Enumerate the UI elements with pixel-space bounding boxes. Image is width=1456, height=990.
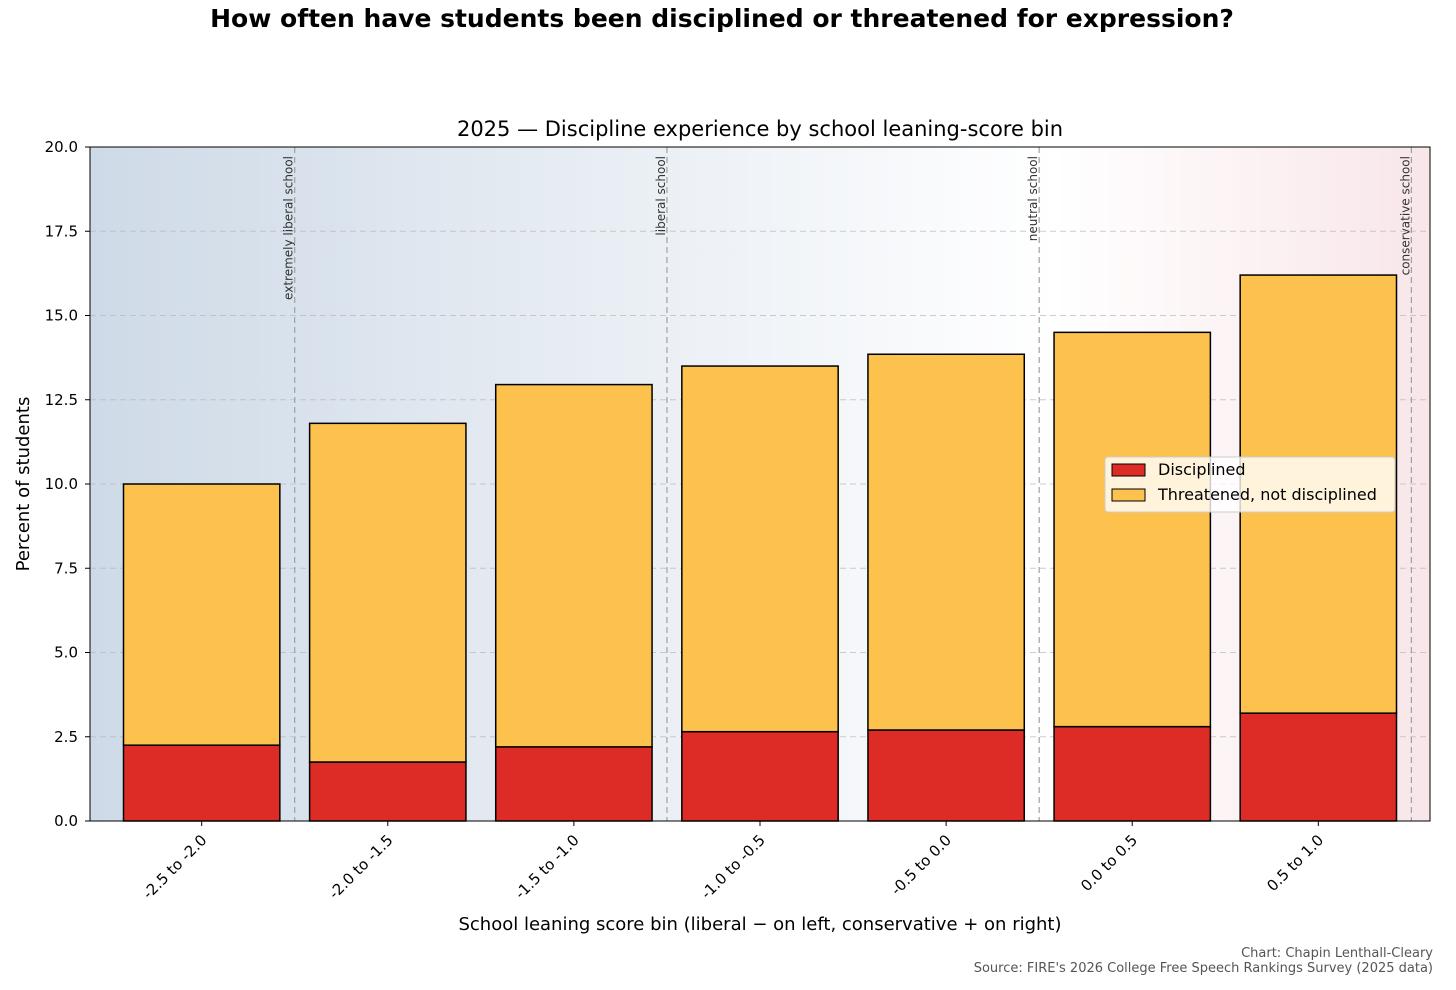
bar-disciplined xyxy=(867,729,1026,822)
bar-disciplined xyxy=(1053,725,1212,822)
x-tick-label: -1.0 to -0.5 xyxy=(697,831,769,903)
bar-threatened xyxy=(494,383,653,748)
chart-title: 2025 — Discipline experience by school l… xyxy=(457,117,1063,141)
y-axis-ticks: 0.0 2.5 5.0 7.5 10.0 12.5 15.0 17.5 20.0 xyxy=(45,138,90,830)
legend-swatch-threatened xyxy=(1111,488,1146,502)
x-tick-label: -1.5 to -1.0 xyxy=(511,831,583,903)
bar-threatened xyxy=(308,422,467,763)
y-tick-label: 0.0 xyxy=(54,812,78,830)
y-tick-label: 2.5 xyxy=(54,728,78,746)
reference-line-label: conservative school xyxy=(1398,156,1412,275)
bar-disciplined xyxy=(122,744,281,822)
bar-disciplined xyxy=(1239,712,1398,822)
bar-threatened xyxy=(681,365,839,733)
reference-lines: extremely liberal school liberal school ne… xyxy=(282,147,1412,821)
reference-line-label: liberal school xyxy=(654,156,668,236)
reference-line-label: neutral school xyxy=(1026,156,1040,241)
legend: Disciplined Threatened, not disciplined xyxy=(1104,456,1396,513)
x-axis-ticks: -2.5 to -2.0 -2.0 to -1.5 -1.5 to -1.0 -1.0… xyxy=(139,821,1327,903)
bar-disciplined xyxy=(308,761,467,822)
y-tick-label: 17.5 xyxy=(45,222,78,240)
legend-label-disciplined: Disciplined xyxy=(1158,460,1246,479)
x-tick-label: 0.5 to 1.0 xyxy=(1263,831,1327,895)
x-tick-label: -2.0 to -1.5 xyxy=(325,831,397,903)
chart-suptitle: How often have students been disciplined… xyxy=(210,4,1234,33)
y-tick-label: 15.0 xyxy=(45,307,78,325)
legend-label-threatened: Threatened, not disciplined xyxy=(1157,485,1377,504)
bar-disciplined xyxy=(681,730,839,822)
y-tick-label: 7.5 xyxy=(54,559,78,577)
y-tick-label: 12.5 xyxy=(45,391,78,409)
y-tick-label: 5.0 xyxy=(54,644,78,662)
y-tick-label: 20.0 xyxy=(45,138,78,156)
bar-disciplined xyxy=(494,746,653,822)
bar-threatened xyxy=(867,353,1026,731)
bar-threatened xyxy=(122,483,281,746)
x-tick-label: -0.5 to 0.0 xyxy=(887,831,955,899)
y-axis-label: Percent of students xyxy=(13,397,34,572)
legend-box xyxy=(1104,456,1396,513)
bar-threatened xyxy=(1053,331,1212,728)
reference-line-label: extremely liberal school xyxy=(282,156,296,300)
legend-swatch-disciplined xyxy=(1111,463,1146,477)
chart-credit: Chart: Chapin Lenthall-Cleary xyxy=(1241,946,1433,961)
x-tick-label: -2.5 to -2.0 xyxy=(139,831,211,903)
chart-source: Source: FIRE's 2026 College Free Speech … xyxy=(974,961,1433,976)
x-axis-label: School leaning score bin (liberal − on l… xyxy=(458,914,1061,935)
y-tick-label: 10.0 xyxy=(45,475,78,493)
x-tick-label: 0.0 to 0.5 xyxy=(1077,831,1141,895)
bars xyxy=(122,274,1398,822)
